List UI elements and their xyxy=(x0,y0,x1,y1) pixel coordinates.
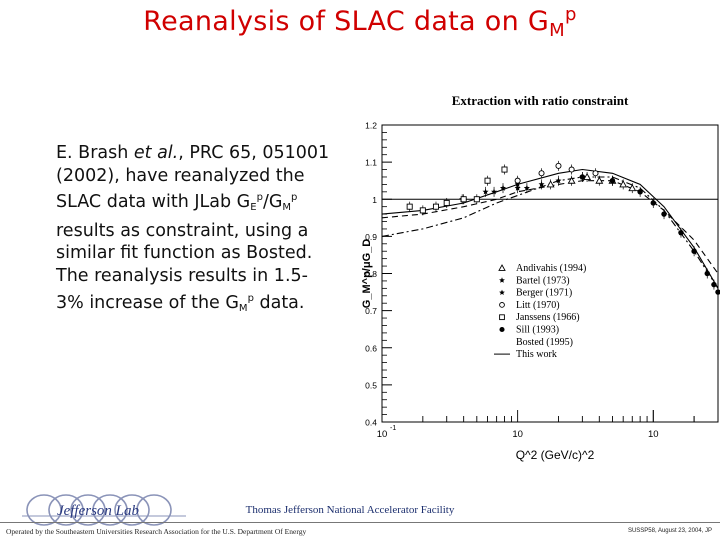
data-point xyxy=(546,180,555,188)
data-point xyxy=(583,172,592,180)
data-point xyxy=(406,203,413,210)
desc-l3-sub2: M xyxy=(282,202,292,214)
desc-l3-sup1: p xyxy=(256,192,263,204)
footer-divider xyxy=(0,522,720,523)
data-point xyxy=(592,170,599,177)
data-point xyxy=(691,248,697,254)
data-point xyxy=(637,189,643,195)
y-axis-label: G_M^p/μG_D xyxy=(361,239,373,308)
footer-note: SUSSP58, August 23, 2004, JP xyxy=(627,528,712,534)
desc-l3-sub1: E xyxy=(250,202,257,214)
data-point xyxy=(514,177,521,184)
desc-l1-italic: et al. xyxy=(133,143,179,163)
legend-marker xyxy=(498,264,506,271)
desc-l3-sup2: p xyxy=(291,192,298,204)
y-tick-label: 1.1 xyxy=(365,158,377,168)
legend-marker xyxy=(499,289,505,295)
data-point xyxy=(661,211,667,217)
data-point xyxy=(555,162,562,169)
chart-title: Extraction with ratio constraint xyxy=(452,93,629,108)
x-tick-label: 10 xyxy=(512,429,523,440)
x-tick-exponent: -1 xyxy=(390,425,396,432)
desc-l3a: SLAC data with JLab G xyxy=(56,192,251,213)
y-tick-label: 1 xyxy=(372,195,377,205)
legend-marker xyxy=(499,314,505,321)
data-point xyxy=(460,196,467,203)
fit-curve-dashed xyxy=(381,180,719,274)
data-point xyxy=(432,203,439,210)
title-sub: M xyxy=(549,20,565,41)
desc-line-4: results as constraint, using a xyxy=(56,220,309,241)
y-tick-label: 0.5 xyxy=(365,380,377,390)
desc-line-2: (2002), have reanalyzed the xyxy=(56,165,305,186)
legend-marker xyxy=(499,302,505,308)
legend-entry: Berger (1971) xyxy=(516,288,572,299)
data-point xyxy=(523,184,530,191)
desc-line-5: similar fit function as Bosted. xyxy=(56,243,313,264)
data-point xyxy=(678,229,684,236)
lab-name: Thomas Jefferson National Accelerator Fa… xyxy=(245,504,455,516)
y-tick-label: 0.6 xyxy=(365,343,377,353)
data-point xyxy=(484,177,491,184)
data-point xyxy=(650,200,657,206)
desc-l7a: 3% increase of the G xyxy=(56,292,239,313)
desc-line-6: The reanalysis results in 1.5- xyxy=(56,265,308,286)
data-point xyxy=(595,176,604,184)
data-point xyxy=(491,188,498,195)
jefferson-lab-logo: Jefferson Lab xyxy=(22,494,186,526)
data-point xyxy=(704,270,710,277)
data-point xyxy=(609,177,616,184)
y-tick-label: 1.2 xyxy=(365,121,377,131)
data-point xyxy=(473,196,480,203)
description-text: E. Brash et al., PRC 65, 051001 (2002), … xyxy=(56,142,356,320)
legend-marker xyxy=(499,326,505,333)
legend-entry: Sill (1993) xyxy=(516,325,559,336)
slide-title: Reanalysis of SLAC data on GMp xyxy=(0,4,720,41)
gmp-ratio-chart: Extraction with ratio constraint 0.4 0.5 0.… xyxy=(361,93,720,462)
y-tick-label: 0.4 xyxy=(365,418,377,428)
legend-entry: Bosted (1995) xyxy=(516,337,573,348)
data-point xyxy=(419,207,426,214)
data-point xyxy=(711,281,717,288)
desc-l1: E. Brash xyxy=(56,143,134,163)
legend-entry: Bartel (1973) xyxy=(516,275,570,286)
desc-l7b: data. xyxy=(253,292,305,313)
desc-line-1: E. Brash et al., PRC 65, 051001 xyxy=(56,142,356,165)
y-tick-label: 0.9 xyxy=(365,232,377,242)
data-point xyxy=(538,170,545,177)
data-point xyxy=(619,180,628,188)
x-axis-label: Q^2 (GeV/c)^2 xyxy=(516,448,595,462)
legend-entry: Litt (1970) xyxy=(516,300,560,311)
data-point xyxy=(555,177,562,184)
desc-l3b: /G xyxy=(262,192,283,213)
data-point xyxy=(715,289,720,295)
desc-l1-rest: , PRC 65, 051001 xyxy=(178,143,330,163)
desc-l7-sup: p xyxy=(247,292,254,304)
data-point xyxy=(443,199,450,206)
logo-text: Jefferson Lab xyxy=(57,503,140,519)
operated-by-text: Operated by the Southeastern Universitie… xyxy=(6,527,307,536)
data-point xyxy=(538,181,545,187)
title-sup: p xyxy=(564,4,577,25)
legend-entry: This work xyxy=(516,349,557,360)
x-tick-label: 10 xyxy=(377,429,388,440)
x-tick-label: 10 xyxy=(648,429,659,440)
desc-line-3: SLAC data with JLab GEp/GMp xyxy=(56,187,356,220)
y-tick-label: 0.7 xyxy=(365,306,377,316)
data-point xyxy=(567,176,576,184)
data-point xyxy=(482,188,489,195)
data-point xyxy=(501,166,508,173)
legend-marker xyxy=(499,277,505,283)
desc-line-7: 3% increase of the GMp data. xyxy=(56,288,356,321)
data-point xyxy=(579,174,586,180)
title-main: Reanalysis of SLAC data on G xyxy=(143,6,550,37)
legend-entry: Janssens (1966) xyxy=(516,312,580,323)
data-point xyxy=(568,166,575,173)
data-point xyxy=(628,183,637,192)
y-tick-label: 0.8 xyxy=(365,269,377,279)
legend-entry: Andivahis (1994) xyxy=(516,263,586,274)
desc-l7-sub: M xyxy=(238,302,248,314)
data-point xyxy=(500,184,506,191)
